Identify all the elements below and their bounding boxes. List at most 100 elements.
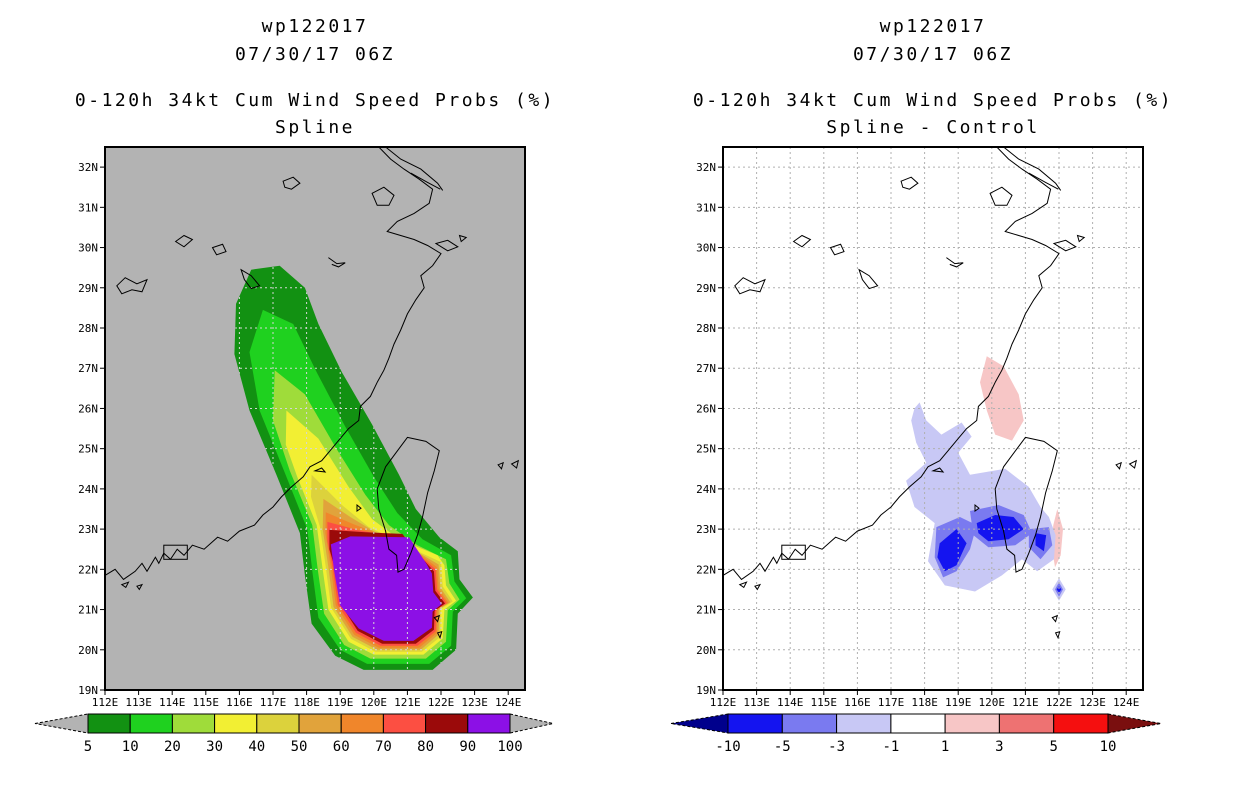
y-tick-label: 25N — [78, 443, 98, 456]
map-background — [723, 147, 1143, 690]
kinmen-island — [313, 467, 327, 473]
qiandao-river — [946, 257, 964, 268]
colorbar-label: 1 — [941, 739, 949, 755]
contour-regions — [234, 265, 473, 670]
y-tick-label: 20N — [696, 644, 716, 657]
coastlines — [104, 146, 520, 640]
x-tick-label: 123E — [461, 696, 488, 709]
colorbar-segment — [836, 713, 892, 734]
penghu-islands — [356, 503, 362, 512]
colorbar-label: 80 — [417, 739, 434, 755]
colorbar-segment — [214, 713, 258, 734]
yaeyama-island-east — [510, 459, 520, 469]
y-tick-label: 21N — [78, 604, 98, 617]
x-tick-label: 115E — [193, 696, 220, 709]
guangdong-islet-east — [136, 583, 144, 591]
colorbar-label: 100 — [497, 739, 522, 755]
colorbar-label: 40 — [248, 739, 265, 755]
y-tick-label: 31N — [78, 201, 98, 214]
x-tick-label: 123E — [1079, 696, 1106, 709]
y-tick-label: 26N — [78, 402, 98, 415]
hong-kong-station-box — [163, 544, 188, 560]
colorbar-label: -10 — [715, 739, 740, 755]
batan-island-north — [1051, 614, 1059, 623]
colorbar-label: 3 — [995, 739, 1003, 755]
colorbar-label: 20 — [164, 739, 181, 755]
map-frame — [722, 146, 1144, 691]
y-tick-label: 32N — [696, 161, 716, 174]
x-tick-label: 114E — [159, 696, 186, 709]
y-tick-label: 29N — [696, 282, 716, 295]
y-tick-label: 28N — [78, 322, 98, 335]
tai-lake — [989, 186, 1013, 206]
colorbar-right-arrow — [1107, 713, 1162, 734]
colorbar-label: 60 — [333, 739, 350, 755]
y-tick-label: 22N — [78, 563, 98, 576]
right-subtitle: 0-120h 34kt Cum Wind Speed Probs (%) — [692, 90, 1174, 111]
contour-region-+1 — [1051, 509, 1063, 568]
y-tick-label: 32N — [78, 161, 98, 174]
chao-lake — [282, 176, 301, 190]
dongting-lake — [734, 277, 766, 295]
x-tick-label: 120E — [361, 696, 388, 709]
x-tick-label: 112E — [92, 696, 119, 709]
colorbar-segment — [944, 713, 1000, 734]
x-tick-label: 118E — [911, 696, 938, 709]
contour-region--5 — [976, 515, 1024, 542]
x-tick-label: 121E — [394, 696, 421, 709]
colorbar-segment — [727, 713, 783, 734]
colorbar-label: 5 — [1049, 739, 1057, 755]
right-storm-id: wp122017 — [879, 16, 987, 37]
colorbar-left-arrow — [670, 713, 729, 734]
chongming-island — [1028, 172, 1059, 190]
x-tick-label: 117E — [260, 696, 287, 709]
yaeyama-island-west — [1115, 461, 1122, 470]
y-tick-label: 30N — [78, 242, 98, 255]
x-tick-label: 112E — [710, 696, 737, 709]
zhoushan-islet — [458, 234, 468, 243]
chao-lake — [900, 176, 919, 190]
right-init-time: 07/30/17 06Z — [852, 44, 1014, 65]
x-tick-label: 113E — [743, 696, 770, 709]
x-tick-label: 114E — [777, 696, 804, 709]
y-tick-label: 19N — [78, 684, 98, 697]
x-tick-label: 118E — [293, 696, 320, 709]
china-coastline — [722, 146, 1060, 581]
x-tick-label: 113E — [125, 696, 152, 709]
y-tick-label: 24N — [78, 483, 98, 496]
x-tick-label: 124E — [1113, 696, 1140, 709]
colorbar-label: -5 — [774, 739, 791, 755]
chongming-island — [410, 172, 441, 190]
yaeyama-island-east — [1128, 459, 1138, 469]
colorbar: 5 10 20 30 40 50 60 70 80 90 100 — [34, 713, 554, 755]
x-tick-label: 124E — [495, 696, 522, 709]
zhoushan-islands — [434, 239, 459, 252]
colorbar-segment — [340, 713, 384, 734]
zhoushan-islands — [1052, 239, 1077, 252]
lake-longgan — [211, 243, 227, 256]
contour-regions — [906, 356, 1066, 601]
x-tick-label: 119E — [945, 696, 972, 709]
contour-region--5 — [1056, 586, 1062, 593]
colorbar-segment — [998, 713, 1055, 734]
poyang-lake — [240, 268, 261, 290]
colorbar-label: -1 — [882, 739, 899, 755]
y-tick-label: 30N — [696, 242, 716, 255]
poyang-lake — [858, 268, 879, 290]
penghu-islands — [974, 503, 980, 512]
yangtze-north-bank — [385, 146, 444, 191]
left-storm-id: wp122017 — [261, 16, 369, 37]
probability-map: 112E 113E 114E 115E 116E 117E 118E 119E 120E 121E… — [34, 146, 554, 755]
colorbar-segment — [171, 713, 216, 734]
lake-longgan — [829, 243, 845, 256]
y-tick-label: 27N — [696, 362, 716, 375]
right-method-label: Spline - Control — [826, 117, 1040, 138]
guangdong-islet-east — [754, 583, 762, 591]
colorbar-label: 70 — [375, 739, 392, 755]
colorbar-segment — [129, 713, 173, 734]
colorbar-label: 10 — [1100, 739, 1117, 755]
y-tick-label: 19N — [696, 684, 716, 697]
dongting-lake — [116, 277, 148, 295]
colorbar-label: 10 — [122, 739, 139, 755]
